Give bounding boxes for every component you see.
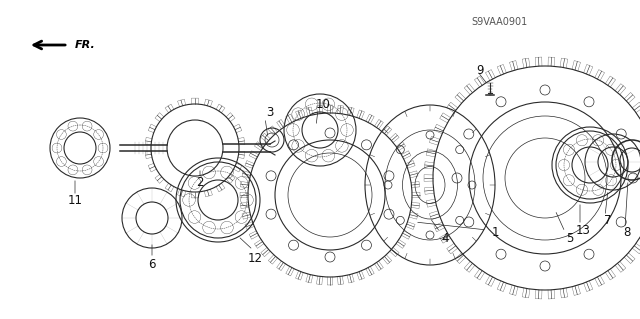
Text: S9VAA0901: S9VAA0901 bbox=[472, 17, 528, 27]
Text: 1: 1 bbox=[492, 226, 499, 240]
Text: 7: 7 bbox=[604, 213, 612, 226]
Text: 10: 10 bbox=[316, 99, 330, 112]
Text: 9: 9 bbox=[476, 63, 484, 77]
Text: 5: 5 bbox=[566, 232, 573, 244]
Text: 13: 13 bbox=[575, 224, 591, 236]
Text: 12: 12 bbox=[248, 251, 262, 264]
Text: 8: 8 bbox=[623, 226, 630, 240]
Text: 4: 4 bbox=[441, 232, 449, 244]
Text: 3: 3 bbox=[266, 107, 274, 120]
Text: 11: 11 bbox=[67, 194, 83, 206]
Text: 6: 6 bbox=[148, 258, 156, 271]
Text: 2: 2 bbox=[196, 176, 204, 189]
Text: FR.: FR. bbox=[75, 40, 96, 50]
